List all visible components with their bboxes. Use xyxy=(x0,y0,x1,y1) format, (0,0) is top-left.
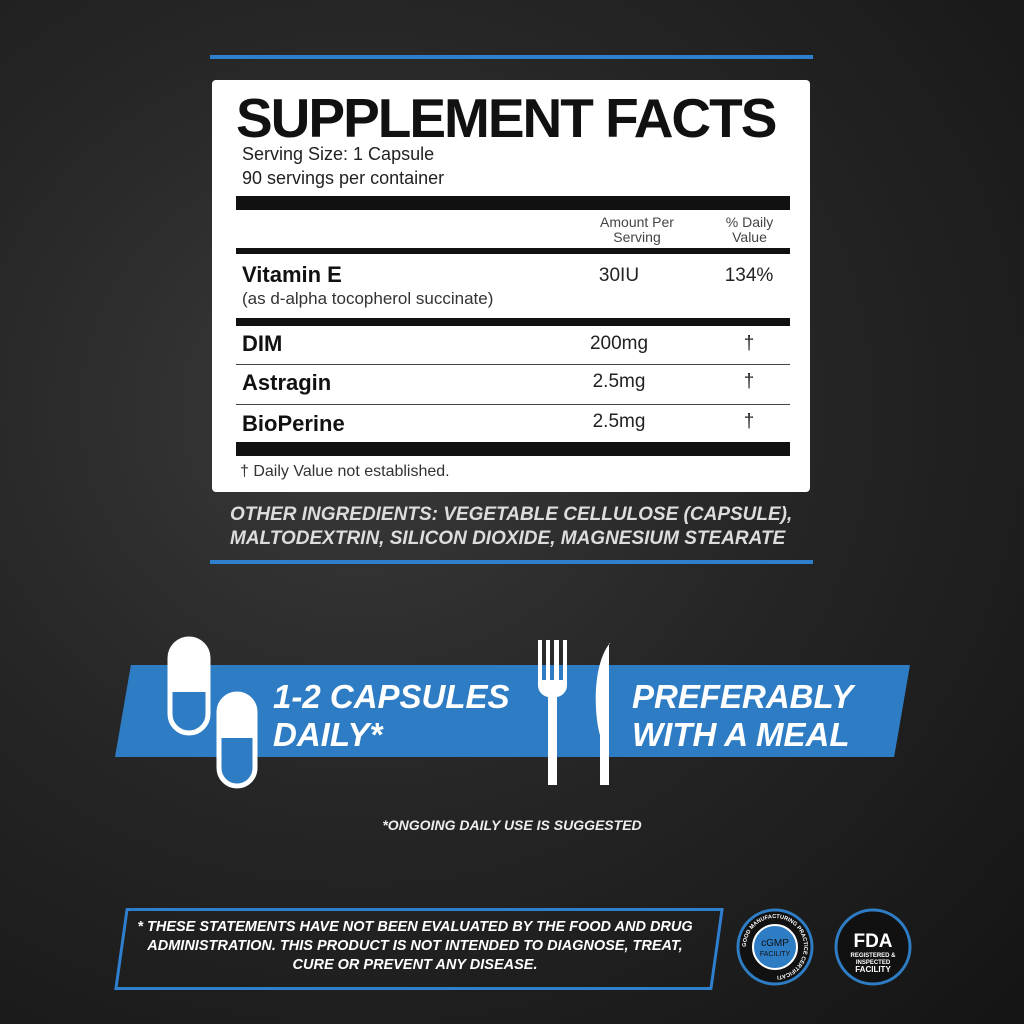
divider xyxy=(236,196,790,210)
row-dv: † xyxy=(743,371,755,392)
bottom-accent-line xyxy=(210,560,813,564)
supplement-facts-panel: SUPPLEMENT FACTS Serving Size: 1 Capsule… xyxy=(212,80,810,492)
other-ingredients-text: MALTODEXTRIN, SILICON DIOXIDE, MAGNESIUM… xyxy=(230,528,786,549)
row-amount: 2.5mg xyxy=(592,411,646,432)
row-amount: 2.5mg xyxy=(592,371,646,392)
capsule-icon xyxy=(167,636,211,736)
meal-text: PREFERABLY WITH A MEAL xyxy=(632,678,854,753)
row-name: DIM xyxy=(242,331,283,356)
row-dv: 134% xyxy=(724,265,774,286)
footnote: † Daily Value not established. xyxy=(240,463,450,480)
ongoing-use-note: *ONGOING DAILY USE IS SUGGESTED xyxy=(382,817,642,833)
row-dv: † xyxy=(743,411,755,432)
dv-header: % Daily Value xyxy=(725,214,774,245)
divider xyxy=(236,364,790,365)
top-accent-line xyxy=(210,55,813,59)
row-name: Vitamin E xyxy=(242,262,342,287)
cgmp-badge: GOOD MANUFACTURING PRACTICE CERTIFICATIO… xyxy=(735,907,814,986)
fork-knife-icon xyxy=(537,640,610,785)
other-ingredients-label: OTHER INGREDIENTS: xyxy=(230,504,438,525)
svg-text:FDA: FDA xyxy=(853,931,892,952)
row-subname: (as d-alpha tocopherol succinate) xyxy=(242,289,494,308)
panel-title: SUPPLEMENT FACTS xyxy=(236,87,777,149)
row-dv: † xyxy=(743,333,755,354)
fda-disclaimer: * THESE STATEMENTS HAVE NOT BEEN EVALUAT… xyxy=(137,919,693,973)
servings-per-container: 90 servings per container xyxy=(242,168,445,188)
svg-text:REGISTERED &: REGISTERED & xyxy=(850,953,896,959)
row-amount: 200mg xyxy=(589,333,649,354)
svg-text:FACILITY: FACILITY xyxy=(760,951,791,958)
divider xyxy=(236,318,790,326)
divider xyxy=(236,442,790,456)
serving-size: Serving Size: 1 Capsule xyxy=(242,144,435,164)
svg-text:cGMP: cGMP xyxy=(761,938,789,949)
row-name: Astragin xyxy=(242,370,332,395)
dosage-text: 1-2 CAPSULES DAILY* xyxy=(273,678,510,753)
svg-text:FACILITY: FACILITY xyxy=(855,965,891,974)
svg-text:INSPECTED: INSPECTED xyxy=(856,960,891,966)
row-name: BioPerine xyxy=(242,411,345,436)
other-ingredients-text: VEGETABLE CELLULOSE (CAPSULE), xyxy=(437,504,793,525)
capsule-icon xyxy=(216,691,258,789)
other-ingredients: OTHER INGREDIENTS: VEGETABLE CELLULOSE (… xyxy=(230,503,792,551)
amount-header: Amount Per Serving xyxy=(600,214,674,245)
row-amount: 30IU xyxy=(598,265,640,286)
divider xyxy=(236,404,790,405)
fda-badge: FDA REGISTERED & INSPECTED FACILITY xyxy=(834,908,912,986)
divider xyxy=(236,248,790,254)
